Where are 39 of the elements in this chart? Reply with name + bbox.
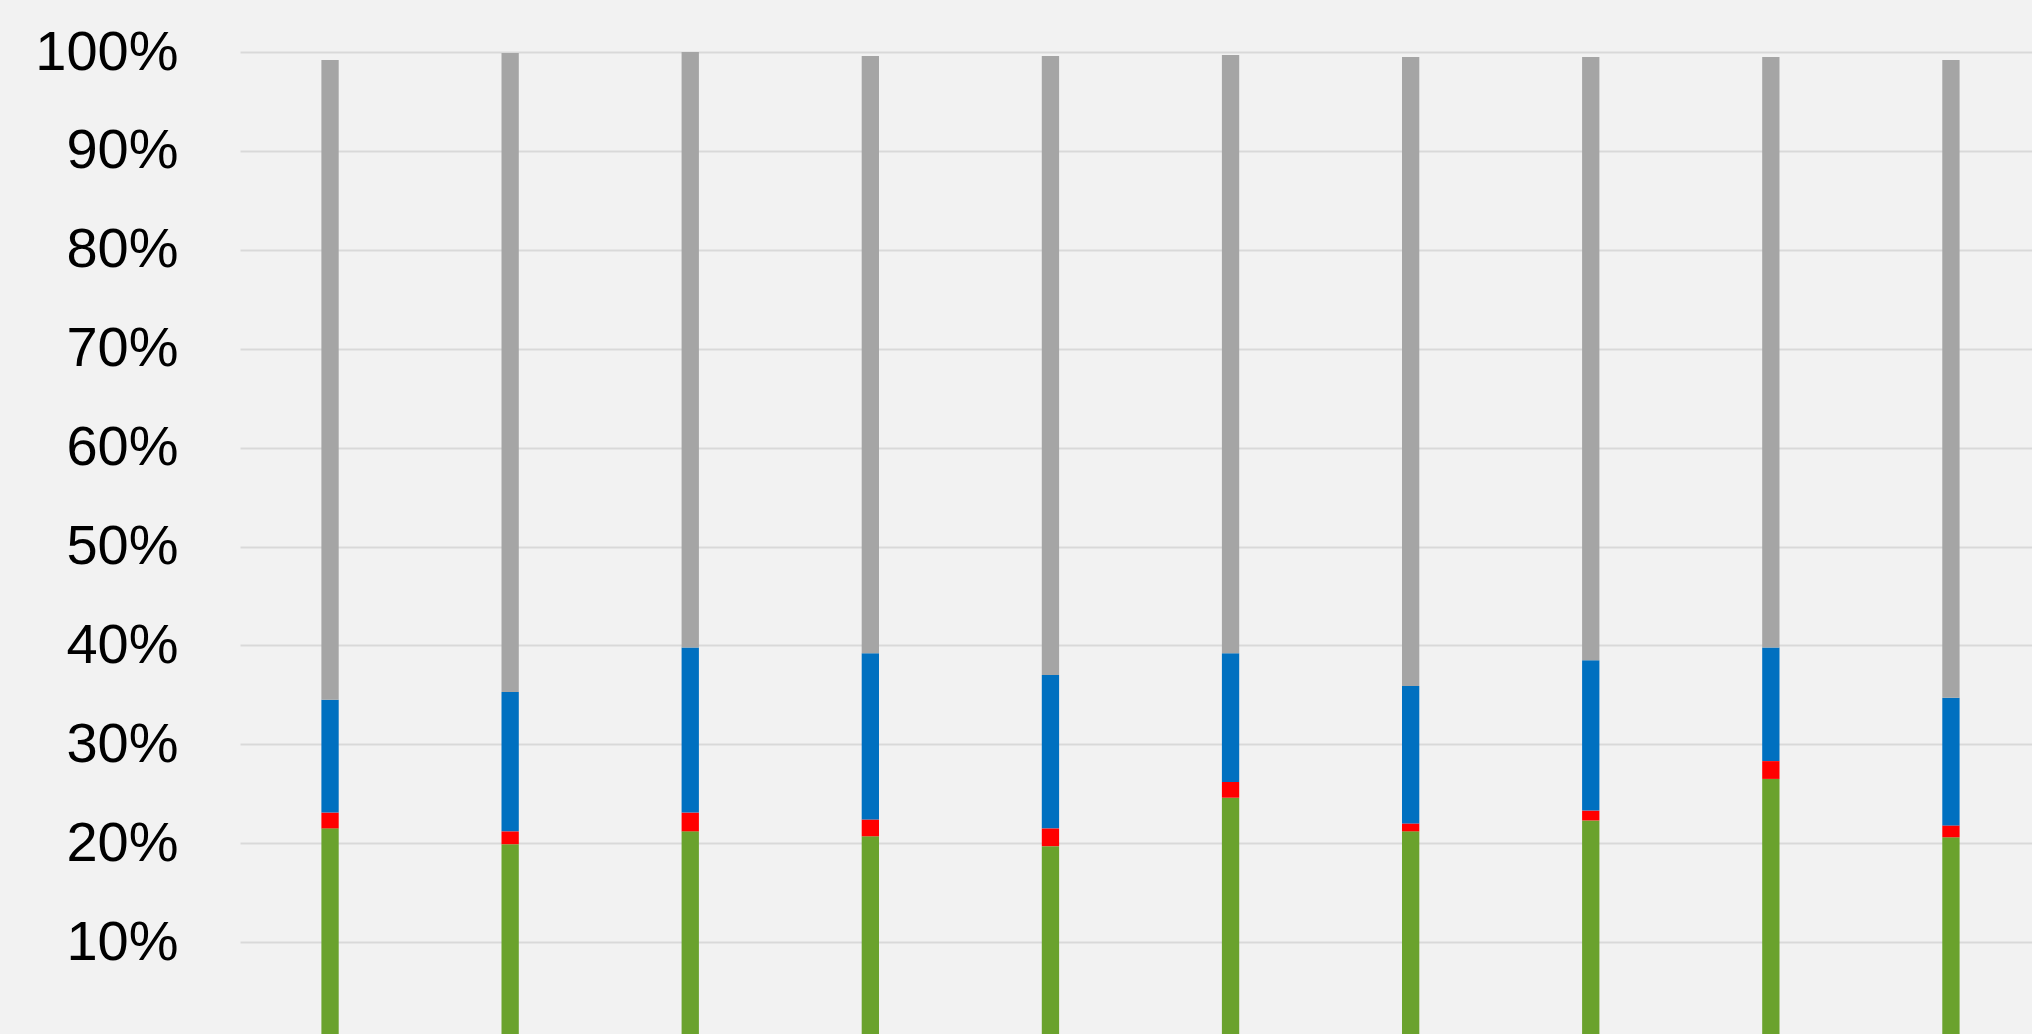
bar	[681, 52, 699, 648]
bar	[1041, 55, 1060, 676]
bar	[861, 653, 879, 820]
bar	[1942, 697, 1960, 826]
bar	[1942, 825, 1960, 838]
y-tick-label: 60%	[66, 414, 179, 478]
bar	[681, 647, 699, 813]
bar	[501, 691, 519, 832]
bar	[861, 819, 879, 837]
bar	[681, 812, 699, 832]
bar	[1582, 56, 1600, 661]
bar	[861, 55, 879, 654]
bar	[1221, 781, 1240, 798]
bar	[1582, 660, 1600, 811]
bar	[1762, 761, 1780, 779]
y-tick-label: 40%	[66, 611, 179, 675]
bar	[1402, 823, 1420, 832]
bar	[321, 699, 339, 813]
bar	[501, 831, 519, 845]
bar	[1762, 56, 1780, 648]
y-tick-label: 20%	[66, 809, 179, 873]
bar	[1041, 828, 1060, 847]
y-tick-label: 80%	[66, 216, 179, 280]
y-tick-label: 50%	[66, 513, 179, 576]
y-tick-label: 100%	[35, 18, 179, 82]
bar	[1402, 56, 1420, 686]
bar	[321, 812, 339, 829]
bar	[321, 59, 339, 700]
y-tick-label: 10%	[66, 908, 179, 972]
y-tick-label: 70%	[66, 315, 179, 379]
bar	[1221, 54, 1240, 654]
y-tick-label: 30%	[66, 710, 179, 774]
y-tick-label: 90%	[66, 117, 179, 181]
bar	[1221, 653, 1240, 782]
bar	[1762, 647, 1780, 762]
bar	[501, 52, 519, 692]
bar	[1041, 675, 1060, 829]
bar	[1402, 685, 1420, 824]
bar	[1942, 59, 1960, 698]
